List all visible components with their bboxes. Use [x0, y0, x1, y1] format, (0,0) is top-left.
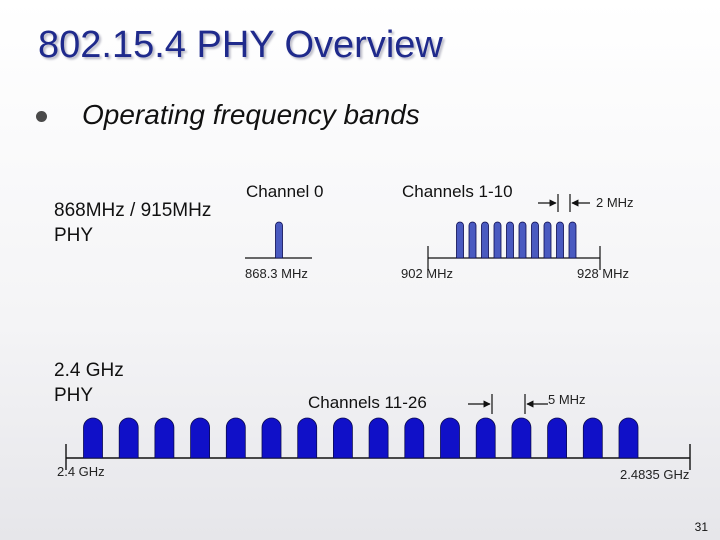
channel-20-pulse: [404, 417, 425, 459]
slide-title: 802.15.4 PHY Overview: [38, 24, 443, 66]
freq-902-label: 902 MHz: [401, 266, 454, 281]
spacing-2mhz-label: 2 MHz: [596, 195, 634, 210]
channels-1-10-label: Channels 1-10: [402, 182, 513, 201]
band-868-915-label: 868MHz / 915MHz PHY: [54, 198, 211, 248]
band-868-915-label-line2: PHY: [54, 225, 94, 246]
channel-11-pulse: [83, 417, 103, 459]
channel-0-pulse: [275, 221, 283, 259]
freq-24835-label: 2.4835 GHz: [620, 467, 690, 482]
channel-12-pulse: [118, 417, 139, 459]
band-2400-label-line2: PHY: [54, 385, 94, 406]
page-number: 31: [694, 520, 708, 534]
channel-4-pulse: [493, 221, 502, 259]
channel-0-label: Channel 0: [246, 182, 324, 201]
channel-16-pulse: [261, 417, 282, 459]
channel-21-pulse: [440, 417, 460, 459]
freq-2400-label: 2.4 GHz: [57, 464, 105, 479]
spacing-5mhz-label: 5 MHz: [548, 392, 586, 407]
channel-24-pulse: [547, 417, 567, 459]
bullet-text: Operating frequency bands: [82, 99, 420, 130]
bullet-icon: [36, 111, 47, 122]
channel-25-pulse: [582, 417, 603, 459]
freq-868-label: 868.3 MHz: [245, 266, 308, 281]
channel-2-pulse: [468, 221, 477, 259]
channel-1-pulse: [456, 221, 464, 259]
channel-14-pulse: [190, 417, 210, 459]
band-868-915-graphic: [245, 194, 601, 270]
channels-11-26-label: Channels 11-26: [308, 393, 427, 412]
freq-928-label: 928 MHz: [577, 266, 630, 281]
band-2400-graphic: [65, 394, 691, 470]
channel-23-pulse: [511, 417, 532, 459]
channel-7-pulse: [531, 221, 539, 259]
channel-9-pulse: [556, 221, 564, 259]
band-868-915-label-line1: 868MHz / 915MHz: [54, 200, 212, 221]
channel-5-pulse: [506, 221, 514, 259]
channel-10-pulse: [568, 221, 577, 259]
channel-26-pulse: [618, 417, 639, 459]
channel-18-pulse: [333, 417, 353, 459]
channel-3-pulse: [481, 221, 489, 259]
channel-15-pulse: [225, 417, 246, 459]
band-2400-label-line1: 2.4 GHz: [54, 360, 124, 381]
band-2400-label: 2.4 GHz PHY: [54, 358, 124, 408]
channel-17-pulse: [297, 417, 318, 459]
channel-6-pulse: [518, 221, 527, 259]
channel-13-pulse: [154, 417, 175, 459]
channel-19-pulse: [368, 417, 389, 459]
channel-8-pulse: [543, 221, 552, 259]
channel-22-pulse: [475, 417, 496, 459]
